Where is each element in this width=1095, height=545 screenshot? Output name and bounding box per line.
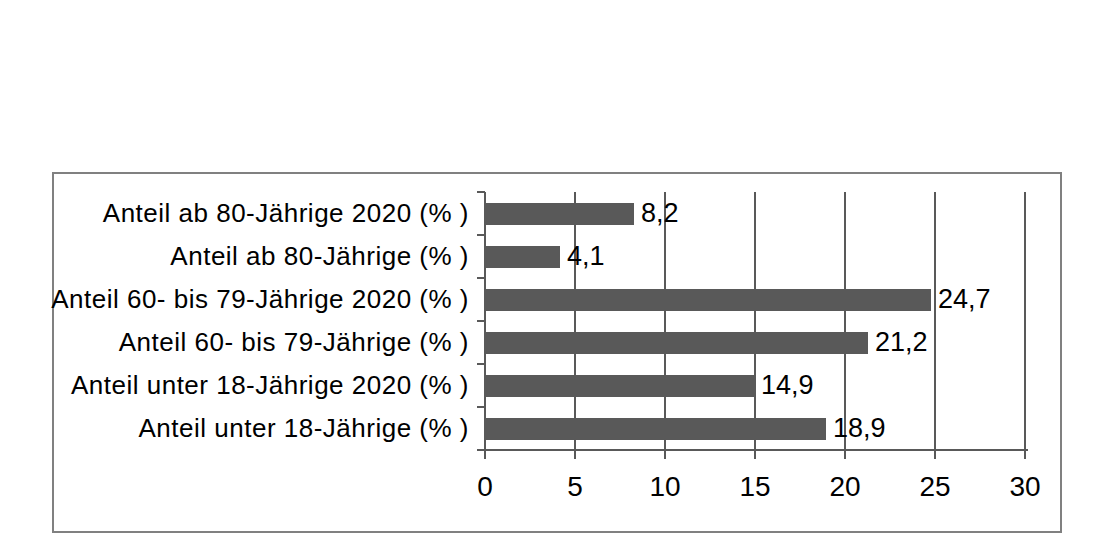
- bar: [486, 375, 754, 397]
- x-tick-label: 25: [890, 470, 980, 504]
- bar-value-label: 18,9: [833, 407, 886, 450]
- x-tick-label: 5: [530, 470, 620, 504]
- category-label: Anteil 60- bis 79-Jährige 2020 (% ): [60, 278, 469, 321]
- bar-value-label: 14,9: [761, 364, 814, 407]
- bar: [486, 203, 634, 225]
- category-label: Anteil ab 80-Jährige 2020 (% ): [60, 192, 469, 235]
- bar-value-label: 21,2: [875, 321, 928, 364]
- x-tick-label: 0: [440, 470, 530, 504]
- bar-value-label: 4,1: [567, 235, 605, 278]
- bar: [486, 246, 560, 268]
- bar: [486, 289, 931, 311]
- y-axis-tick: [477, 277, 485, 279]
- bar-value-label: 8,2: [641, 192, 679, 235]
- bar: [486, 418, 826, 440]
- x-tick-label: 10: [620, 470, 710, 504]
- y-axis-tick: [477, 449, 485, 451]
- gridline: [1024, 192, 1026, 459]
- y-axis-tick: [477, 363, 485, 365]
- x-tick-label: 15: [710, 470, 800, 504]
- y-axis-tick: [477, 191, 485, 193]
- category-label: Anteil unter 18-Jährige 2020 (% ): [60, 364, 469, 407]
- x-tick-label: 20: [800, 470, 890, 504]
- y-axis-tick: [477, 234, 485, 236]
- chart-canvas: 051015202530 8,2 Anteil ab 80-Jährige 2020…: [0, 0, 1095, 545]
- x-tick-label: 30: [980, 470, 1070, 504]
- category-label: Anteil unter 18-Jährige (% ): [60, 407, 469, 450]
- category-label: Anteil 60- bis 79-Jährige (% ): [60, 321, 469, 364]
- bar-value-label: 24,7: [938, 278, 991, 321]
- y-axis-tick: [477, 406, 485, 408]
- bar: [486, 332, 868, 354]
- y-axis-tick: [477, 320, 485, 322]
- gridline: [934, 192, 936, 459]
- x-axis-line: [483, 449, 1028, 451]
- category-label: Anteil ab 80-Jährige (% ): [60, 235, 469, 278]
